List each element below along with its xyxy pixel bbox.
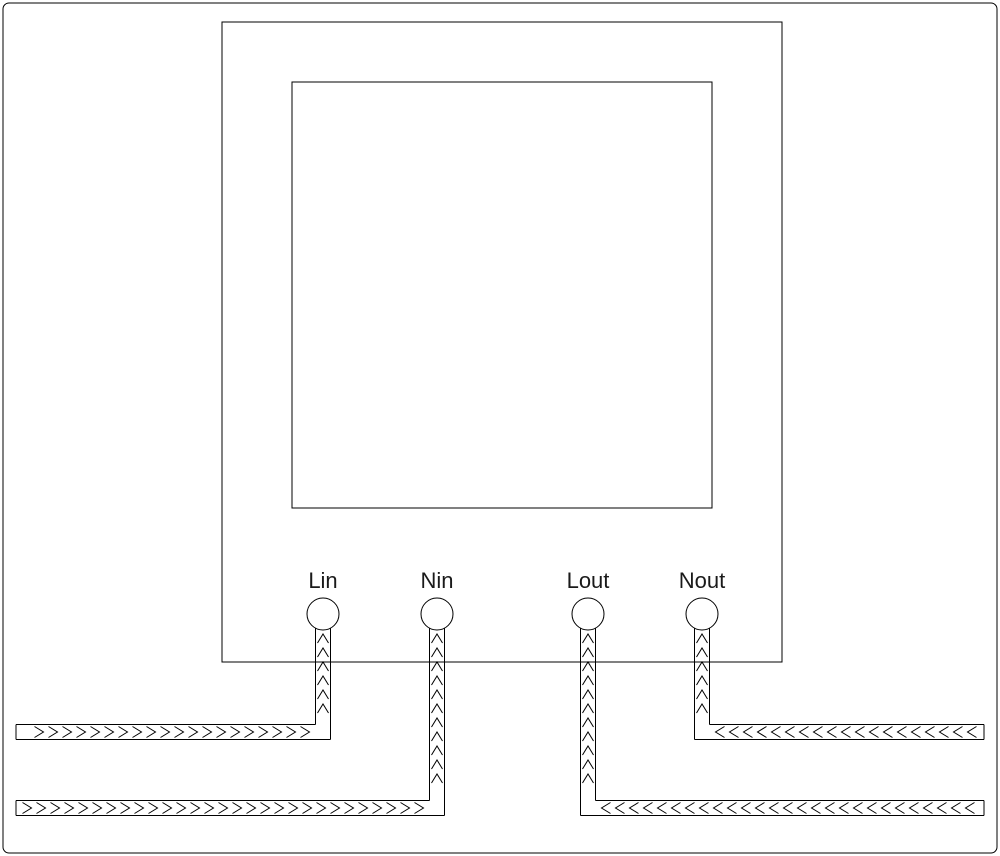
terminal-Nout xyxy=(686,598,718,630)
page-frame xyxy=(3,3,997,853)
wire-Nout_wire xyxy=(695,614,985,740)
wire-Nin_wire xyxy=(16,614,445,816)
device-inner-rect xyxy=(292,82,712,508)
terminal-label-Nin: Nin xyxy=(420,568,453,593)
device-outer-rect xyxy=(222,22,782,662)
wire-Lin_wire xyxy=(16,614,331,740)
terminal-Nin xyxy=(421,598,453,630)
terminal-label-Nout: Nout xyxy=(679,568,725,593)
terminal-label-Lout: Lout xyxy=(567,568,610,593)
terminal-label-Lin: Lin xyxy=(308,568,337,593)
terminal-Lin xyxy=(307,598,339,630)
terminal-Lout xyxy=(572,598,604,630)
